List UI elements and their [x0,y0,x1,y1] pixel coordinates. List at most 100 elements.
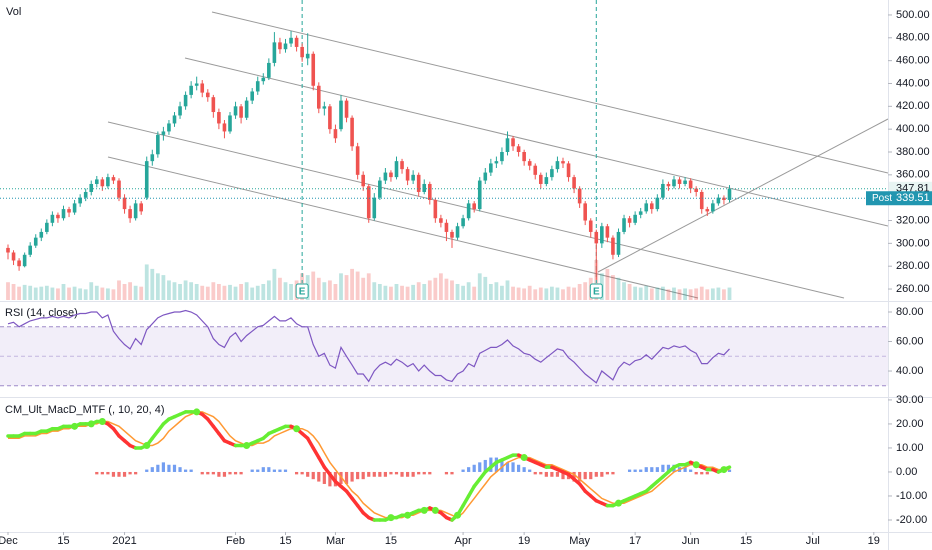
histogram-bar [106,471,110,475]
volume-bar [666,289,671,300]
cross-dot [143,442,151,450]
candle-body [144,161,149,198]
candle-body [194,83,199,86]
volume-bar [150,268,155,300]
x-tick-label: 15 [740,535,752,547]
candle-body [156,134,160,155]
histogram-bar [544,471,548,477]
volume-bar [688,289,693,300]
histogram-bar [400,471,404,477]
cross-dot [431,506,439,514]
histogram-bar [172,464,177,472]
volume-bar [100,287,105,300]
volume-bar [105,288,110,300]
candle-body [311,53,316,86]
candle-body [183,94,188,107]
candle-body [600,226,604,244]
y-tick-label: 260.00 [896,283,930,295]
volume-bar [549,286,554,300]
histogram-bar [211,471,215,475]
histogram-bar [294,471,299,475]
candle-body [472,203,476,210]
histogram-bar [328,471,332,487]
histogram-bar [111,471,116,477]
signal-line [8,411,730,519]
volume-bar [677,289,682,300]
candle-body [711,203,715,212]
candle-body [511,138,515,147]
histogram-bar [178,467,182,472]
candle-body [550,169,554,178]
volume-bar [205,286,210,300]
candle-body [400,161,404,170]
candle-body [661,183,665,198]
histogram-bar [156,464,160,472]
histogram-bar [528,469,532,472]
candle-body [427,183,432,200]
candle-body [433,199,438,219]
macd-segment [311,446,321,460]
volume-bar [461,285,465,300]
candle-body [139,203,143,212]
volume-bar [11,284,16,300]
candle-body [250,91,254,101]
candle-body [128,209,132,219]
volume-bar [289,284,293,300]
volume-bar [722,289,726,300]
candle-body [522,151,526,162]
histogram-bar [117,471,121,477]
volume-bar [22,284,27,300]
volume-bar [450,280,454,300]
candle-body [588,220,593,232]
candle-body [544,177,549,184]
volume-bar [128,282,132,300]
volume-bar [344,275,349,300]
candle-body [416,174,421,192]
candle-body [94,179,99,184]
volume-bar [572,287,576,300]
histogram-bar [594,471,598,477]
candle-body [716,197,721,204]
x-tick-label: May [569,535,590,547]
candle-body [450,231,454,238]
candle-body [683,180,687,184]
event-icon [589,283,603,299]
histogram-bar [95,471,99,475]
volume-bar [17,286,21,300]
candle-body [305,53,310,59]
macd-title: CM_Ult_MacD_MTF (, 10, 20, 4) [5,404,165,416]
volume-bar [522,288,527,300]
volume-bar [383,285,388,300]
volume-bar [422,284,427,300]
candle-body [267,62,271,78]
histogram-bar [267,467,271,472]
candle-body [477,180,482,210]
volume-bar [28,285,33,300]
y-tick-label: -20.00 [896,514,927,526]
histogram-bar [633,469,637,472]
volume-bar [616,277,621,300]
candle-body [583,203,587,221]
candle-body [33,237,38,246]
candle-body [394,161,399,178]
histogram-bar [650,467,654,472]
volume-bar [710,288,715,300]
candle-body [211,97,216,113]
candle-body [699,191,704,210]
volume-bar [161,275,166,300]
candle-body [328,106,332,130]
histogram-bar [344,471,349,484]
channel-line [107,156,699,299]
candle-body [50,214,55,223]
candle-body [89,183,94,192]
candle-body [505,138,510,152]
candle-body [666,183,671,187]
volume-bar [67,287,71,300]
volume-bar [61,284,66,300]
histogram-bar [467,467,471,472]
candle-body [633,214,637,223]
candle-body [389,172,393,178]
candle-body [655,197,660,210]
